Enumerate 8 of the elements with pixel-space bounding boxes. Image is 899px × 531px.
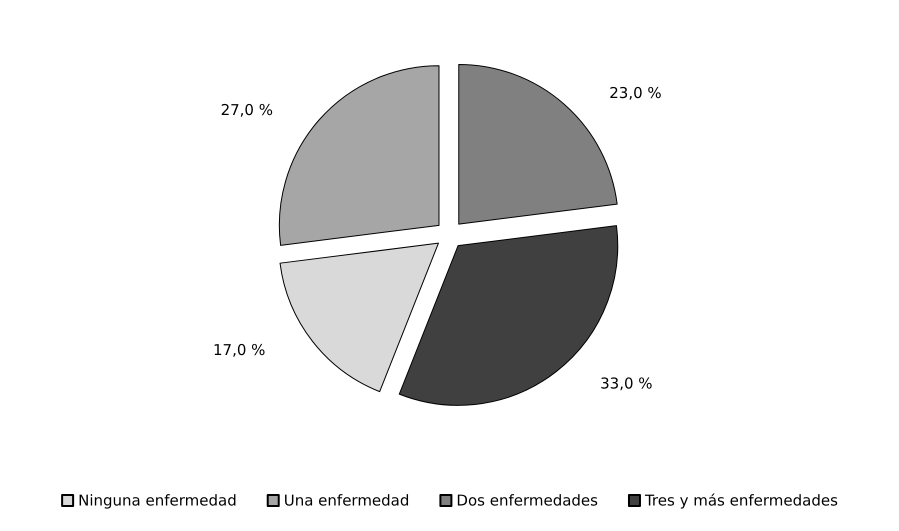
- legend-label: Una enfermedad: [284, 492, 410, 510]
- data-label: 33,0 %: [600, 374, 653, 393]
- legend-label: Tres y más enfermedades: [644, 492, 838, 510]
- data-label: 17,0 %: [213, 341, 266, 360]
- data-label: 23,0 %: [609, 84, 662, 102]
- legend-label: Dos enfermedades: [456, 492, 598, 510]
- legend-label: Ninguna enfermedad: [78, 492, 237, 510]
- data-label: 27,0 %: [220, 100, 273, 119]
